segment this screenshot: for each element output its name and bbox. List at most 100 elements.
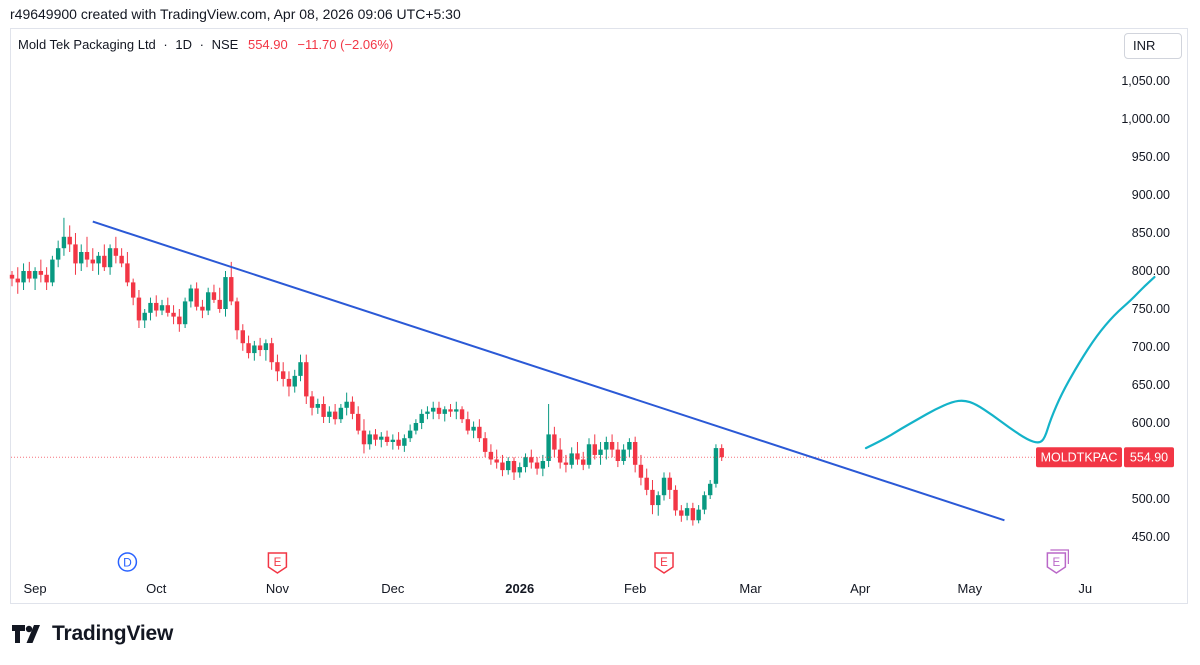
candle-body [609,442,615,450]
candle-body [396,439,401,446]
price-tag-value: 554.90 [1130,451,1168,465]
candle [506,457,511,475]
candle [350,396,355,420]
candle-body [702,495,707,510]
candle [194,282,199,311]
candle [661,472,667,501]
trendline-drawing[interactable] [92,220,1005,522]
time-axis: Sep Oct Nov Dec 2026 Feb Mar Apr May Ju [24,581,1093,596]
earnings-event-icon[interactable]: E [654,552,674,574]
candle [246,335,251,359]
candle [667,472,672,499]
symbol-name[interactable]: Mold Tek Packaging Ltd [18,37,156,52]
candle [130,278,136,306]
candle [540,454,546,477]
candle [431,401,436,420]
earnings-event-icon[interactable]: E [267,552,288,574]
candle [390,434,396,450]
candle [338,404,344,423]
candle [604,436,609,460]
ticker-tag-bg [1036,447,1122,468]
candle [234,297,240,340]
candle [459,406,465,423]
candle [413,419,419,435]
dividend-event-icon[interactable]: D [117,552,138,572]
candle-body [125,263,130,283]
interval-label[interactable]: 1D [175,37,193,52]
candle-body [511,461,517,473]
candle [454,401,459,420]
candle-body [373,434,378,440]
candle-body [592,444,597,455]
candle-body [673,489,678,511]
y-tick-label: 700.00 [1132,340,1170,354]
candle-body [621,449,626,461]
candle-body [552,434,557,450]
projection-brush-drawing[interactable] [864,275,1156,450]
candle [552,426,557,458]
candle [50,255,55,287]
candle-body [211,292,217,300]
candle-body [327,411,332,417]
x-tick-label: May [958,581,983,596]
candle-body [448,409,453,412]
candle-body [719,448,724,458]
candle [309,391,315,416]
y-tick-label: 800.00 [1132,264,1170,278]
tradingview-logo[interactable]: TradingView [12,622,173,646]
candle-body [102,255,107,268]
candle-body [79,252,84,264]
candle [257,337,263,357]
candle-body [690,508,696,521]
candle [442,406,447,422]
candle [15,267,20,294]
y-tick-label: 750.00 [1132,302,1170,316]
earnings-event-icon[interactable]: E [1046,549,1069,574]
candle [632,436,638,473]
candle [148,297,153,321]
candle [436,401,442,420]
candle [21,263,26,290]
candle [159,299,165,316]
candle [650,480,655,515]
candle [586,438,592,469]
currency-button[interactable]: INR [1124,33,1182,59]
candle-body [419,413,424,423]
candle-body [9,274,15,279]
candle-body [159,305,165,311]
candle-body [38,271,44,275]
candle-body [252,345,257,354]
candle-body [338,407,344,420]
symbol-legend[interactable]: Mold Tek Packaging Ltd · 1D · NSE 554.90… [18,37,393,52]
y-tick-label: 500.00 [1132,492,1170,506]
candle-body [73,244,78,264]
svg-text:E: E [1053,557,1061,569]
candle-body [529,457,534,463]
candle [500,454,505,477]
candle-body [546,434,551,461]
candle [656,491,661,516]
candle-body [638,464,644,478]
candle [263,339,269,361]
candle [529,449,534,469]
candle [119,248,124,268]
candle-body [563,462,569,465]
candle [61,217,67,256]
candle [425,406,430,420]
candle [621,444,626,465]
candle-body [107,248,113,268]
candle-body [436,407,442,414]
candle-body [27,271,32,279]
y-tick-label: 600.00 [1132,416,1170,430]
candle-body [223,277,228,309]
candle-body [684,508,690,516]
candle-body [292,375,297,387]
candle-body [194,288,199,307]
candle-body [32,271,38,279]
candle [79,244,84,271]
candle-body [482,438,488,452]
candle [321,396,326,423]
candle [569,447,574,469]
candle [575,442,580,465]
